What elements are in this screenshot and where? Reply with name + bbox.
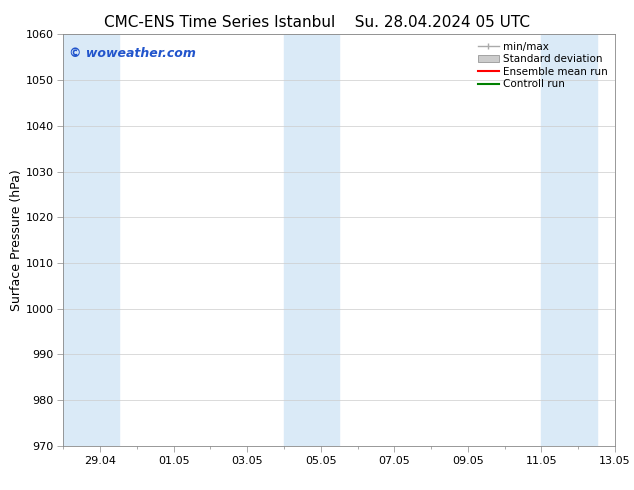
Legend: min/max, Standard deviation, Ensemble mean run, Controll run: min/max, Standard deviation, Ensemble me… [476,40,610,92]
Y-axis label: Surface Pressure (hPa): Surface Pressure (hPa) [10,169,23,311]
Bar [541,34,597,446]
Text: © woweather.com: © woweather.com [69,47,196,60]
Bar [63,34,119,446]
Bar [284,34,339,446]
Text: CMC-ENS Time Series Istanbul    Su. 28.04.2024 05 UTC: CMC-ENS Time Series Istanbul Su. 28.04.2… [104,15,530,30]
